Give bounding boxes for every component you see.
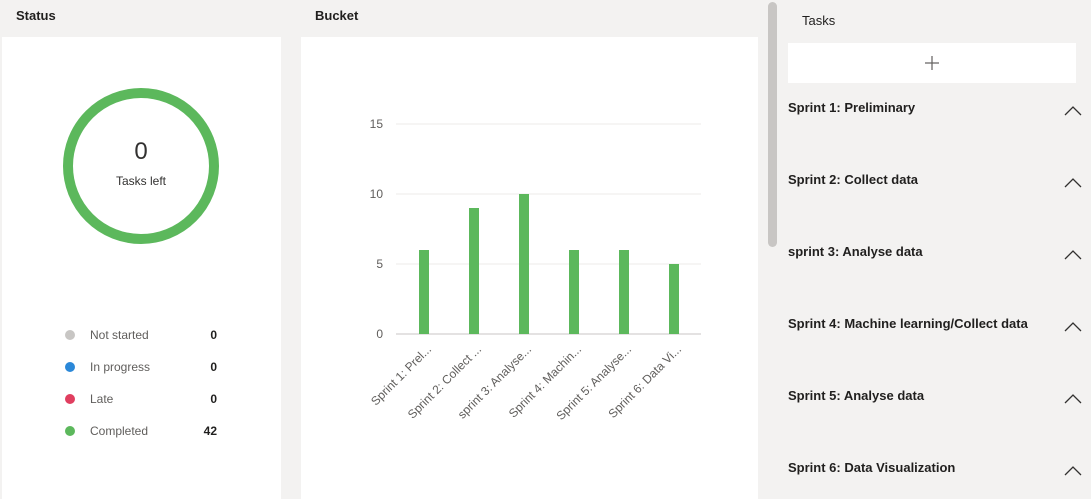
plus-icon xyxy=(925,56,939,70)
bucket-panel: Bucket 0 5 10 15 Sprint 1: Prel... Sprint 2: … xyxy=(301,0,758,499)
chevron-up-icon[interactable] xyxy=(1063,462,1083,478)
sprint-group-label: sprint 3: Analyse data xyxy=(788,244,923,259)
legend-item-completed: Completed 42 xyxy=(65,423,220,455)
chevron-up-icon[interactable] xyxy=(1063,102,1083,118)
status-panel: Status 0 Tasks left Not started 0 In pro… xyxy=(2,0,281,499)
add-task-button[interactable] xyxy=(788,43,1076,83)
y-tick-label: 15 xyxy=(370,117,384,131)
donut-ring xyxy=(63,88,219,244)
scrollbar-thumb[interactable] xyxy=(768,2,777,247)
sprint-group-label: Sprint 6: Data Visualization xyxy=(788,460,956,475)
sprint-group-1[interactable]: Sprint 1: Preliminary xyxy=(788,100,1083,140)
legend-item-in-progress: In progress 0 xyxy=(65,359,220,391)
bar[interactable] xyxy=(669,264,679,334)
sprint-group-label: Sprint 1: Preliminary xyxy=(788,100,916,115)
bar[interactable] xyxy=(519,194,529,334)
sprint-group-4[interactable]: Sprint 4: Machine learning/Collect data xyxy=(788,316,1083,356)
completed-dot xyxy=(65,426,75,436)
status-title: Status xyxy=(2,0,281,37)
bar[interactable] xyxy=(419,250,429,334)
chevron-up-icon[interactable] xyxy=(1063,174,1083,190)
legend-label: Late xyxy=(90,392,114,406)
legend-label: Completed xyxy=(90,424,149,438)
bucket-title: Bucket xyxy=(301,0,758,37)
bar[interactable] xyxy=(569,250,579,334)
sprint-group-label: Sprint 4: Machine learning/Collect data xyxy=(788,316,1028,331)
tasks-left-donut: 0 Tasks left xyxy=(61,86,221,246)
chevron-up-icon[interactable] xyxy=(1063,318,1083,334)
sprint-group-3[interactable]: sprint 3: Analyse data xyxy=(788,244,1083,284)
legend-value: 0 xyxy=(210,328,217,342)
legend-item-not-started: Not started 0 xyxy=(65,327,220,359)
chevron-up-icon[interactable] xyxy=(1063,390,1083,406)
tasks-left-count: 0 xyxy=(134,138,148,165)
late-dot xyxy=(65,394,75,404)
y-tick-label: 0 xyxy=(376,327,383,341)
y-tick-label: 5 xyxy=(376,257,383,271)
legend-item-late: Late 0 xyxy=(65,391,220,423)
sprint-group-6[interactable]: Sprint 6: Data Visualization xyxy=(788,460,1083,499)
legend-label: In progress xyxy=(90,360,151,374)
sprint-group-label: Sprint 2: Collect data xyxy=(788,172,919,187)
legend-label: Not started xyxy=(90,328,149,342)
not-started-dot xyxy=(65,330,75,340)
sprint-group-2[interactable]: Sprint 2: Collect data xyxy=(788,172,1083,212)
tasks-title: Tasks xyxy=(788,0,1076,43)
bar[interactable] xyxy=(619,250,629,334)
tasks-left-label: Tasks left xyxy=(115,174,166,188)
sprint-group-label: Sprint 5: Analyse data xyxy=(788,388,925,403)
legend-value: 42 xyxy=(203,424,217,438)
legend-value: 0 xyxy=(210,360,217,374)
legend-value: 0 xyxy=(210,392,217,406)
sprint-group-5[interactable]: Sprint 5: Analyse data xyxy=(788,388,1083,428)
chevron-up-icon[interactable] xyxy=(1063,246,1083,262)
y-tick-label: 10 xyxy=(370,187,384,201)
in-progress-dot xyxy=(65,362,75,372)
bar[interactable] xyxy=(469,208,479,334)
status-legend: Not started 0 In progress 0 Late 0 Compl… xyxy=(65,327,220,455)
tasks-panel: Tasks xyxy=(788,0,1076,83)
